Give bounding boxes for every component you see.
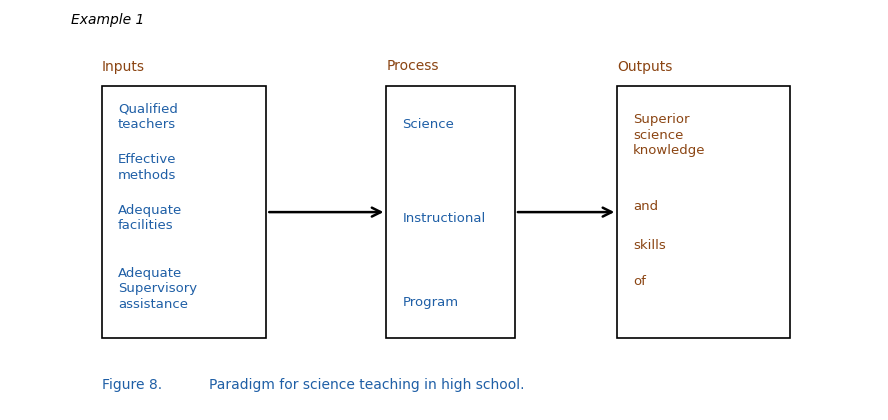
Text: Inputs: Inputs [102,60,145,74]
Text: Process: Process [386,60,439,74]
Bar [386,86,515,338]
Bar [617,86,790,338]
Text: Qualified
teachers: Qualified teachers [118,103,178,131]
Text: Effective
methods: Effective methods [118,153,177,182]
Text: Adequate
Supervisory
assistance: Adequate Supervisory assistance [118,267,197,311]
Text: Example 1: Example 1 [71,13,145,26]
Text: Program: Program [402,296,458,309]
Text: Figure 8.: Figure 8. [102,378,163,392]
Text: Outputs: Outputs [617,60,672,74]
Text: Superior
science
knowledge: Superior science knowledge [633,113,706,158]
Bar [102,86,266,338]
Text: Instructional: Instructional [402,212,486,225]
Text: Paradigm for science teaching in high school.: Paradigm for science teaching in high sc… [209,378,524,392]
Text: of: of [633,275,646,288]
Text: and: and [633,200,658,213]
Text: Science: Science [402,118,454,131]
Text: Adequate
facilities: Adequate facilities [118,204,182,232]
Text: skills: skills [633,239,666,252]
